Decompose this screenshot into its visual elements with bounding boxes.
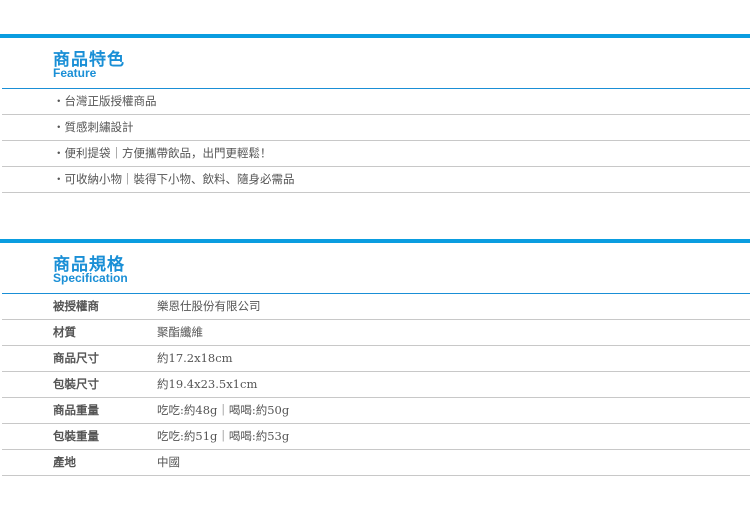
spec-value: 聚酯纖維 (157, 325, 203, 339)
spec-value: 吃吃:約51g｜喝喝:約53g (157, 429, 290, 443)
spec-value: 約17.2x18cm (157, 351, 233, 365)
spec-label: 商品重量 (53, 403, 99, 417)
divider (2, 88, 750, 89)
spec-label: 商品尺寸 (53, 351, 99, 365)
spec-label: 包裝重量 (53, 429, 99, 443)
spec-value: 吃吃:約48g｜喝喝:約50g (157, 403, 290, 417)
spec-row: 包裝重量 吃吃:約51g｜喝喝:約53g (2, 424, 750, 450)
spec-label: 被授權商 (53, 299, 99, 313)
section-subtitle: Feature (53, 66, 97, 80)
spec-row: 產地 中國 (2, 450, 750, 476)
spec-row: 材質 聚酯纖維 (2, 320, 750, 346)
spec-value: 中國 (157, 455, 180, 469)
feature-item: ・台灣正版授權商品 (2, 89, 750, 115)
feature-item: ・質感刺繡設計 (2, 115, 750, 141)
spec-label: 產地 (53, 455, 76, 469)
section-top-bar (0, 34, 750, 38)
spec-section: 商品規格 Specification 被授權商 樂恩仕股份有限公司 材質 聚酯纖維 … (0, 239, 750, 476)
feature-section: 商品特色 Feature ・台灣正版授權商品 ・質感刺繡設計 ・便利提袋｜方便攜… (0, 34, 750, 193)
spec-row: 商品重量 吃吃:約48g｜喝喝:約50g (2, 398, 750, 424)
spec-label: 材質 (53, 325, 76, 339)
spec-row: 包裝尺寸 約19.4x23.5x1cm (2, 372, 750, 398)
spec-label: 包裝尺寸 (53, 377, 99, 391)
section-title: 商品特色 (53, 50, 125, 70)
spec-row: 被授權商 樂恩仕股份有限公司 (2, 294, 750, 320)
section-top-bar (0, 239, 750, 243)
spec-value: 約19.4x23.5x1cm (157, 377, 258, 391)
feature-item: ・便利提袋｜方便攜帶飲品，出門更輕鬆！ (2, 141, 750, 167)
feature-item: ・可收納小物｜裝得下小物、飲料、隨身必需品 (2, 167, 750, 193)
section-subtitle: Specification (53, 271, 128, 285)
section-title: 商品規格 (53, 255, 125, 275)
divider (2, 293, 750, 294)
spec-row: 商品尺寸 約17.2x18cm (2, 346, 750, 372)
spec-value: 樂恩仕股份有限公司 (157, 299, 261, 313)
